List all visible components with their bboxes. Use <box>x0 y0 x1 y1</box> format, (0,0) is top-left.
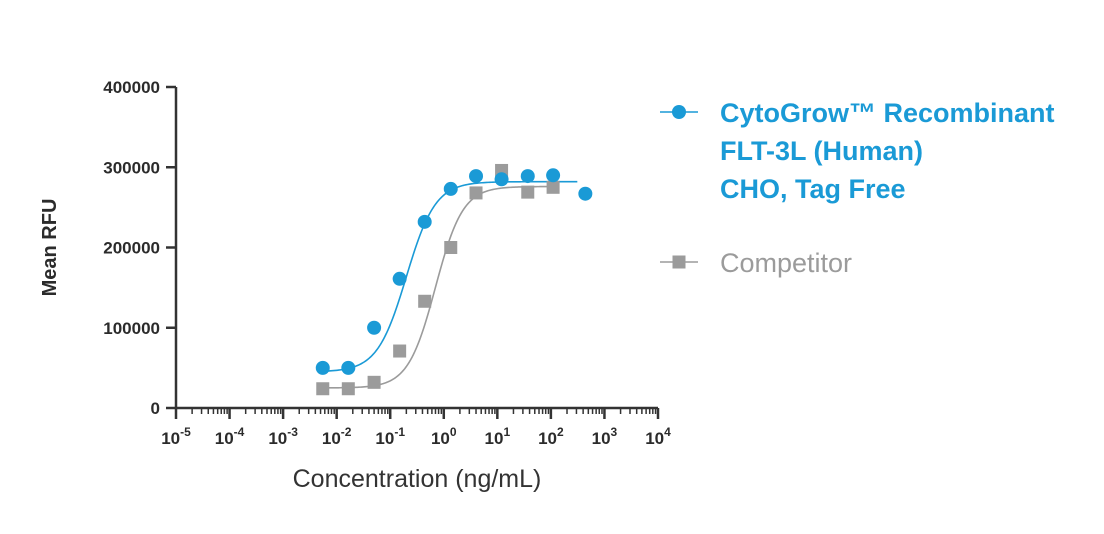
fit-curve-cytogrow <box>322 180 578 373</box>
data-point-cytogrow <box>341 360 356 375</box>
x-tick-label: 104 <box>645 425 671 448</box>
y-tick-label: 0 <box>151 399 160 418</box>
legend-marker-competitor <box>672 255 686 269</box>
data-point-cytogrow <box>315 360 330 375</box>
x-tick-label: 10-5 <box>161 425 191 448</box>
x-tick-exponent: -2 <box>341 425 352 439</box>
y-tick-label: 300000 <box>103 158 160 177</box>
x-tick-label: 102 <box>538 425 564 448</box>
x-tick-label: 100 <box>431 425 457 448</box>
data-points <box>315 163 593 396</box>
x-tick-exponent: -4 <box>234 425 245 439</box>
x-tick-exponent: 1 <box>503 425 510 439</box>
legend-label-cytogrow: FLT-3L (Human) <box>720 136 923 166</box>
x-tick-base: 10 <box>431 429 450 448</box>
x-tick-label: 10-4 <box>215 425 245 448</box>
x-tick-base: 10 <box>322 429 341 448</box>
data-point-cytogrow <box>469 169 484 184</box>
data-point-competitor <box>546 180 560 194</box>
x-tick-base: 10 <box>538 429 557 448</box>
data-point-cytogrow <box>443 181 458 196</box>
x-tick-exponent: -3 <box>287 425 298 439</box>
data-point-competitor <box>521 185 535 199</box>
x-tick-label: 103 <box>592 425 618 448</box>
x-tick-base: 10 <box>645 429 664 448</box>
x-tick-label: 101 <box>485 425 511 448</box>
x-tick-base: 10 <box>375 429 394 448</box>
data-point-cytogrow <box>546 168 561 183</box>
x-tick-exponent: -5 <box>180 425 191 439</box>
y-tick-label: 100000 <box>103 319 160 338</box>
data-point-competitor <box>316 382 330 396</box>
fit-curve-competitor <box>322 185 554 389</box>
y-tick-label: 200000 <box>103 239 160 258</box>
x-tick-base: 10 <box>268 429 287 448</box>
data-point-cytogrow <box>494 172 509 187</box>
legend-marker-cytogrow <box>672 105 686 119</box>
y-tick-label: 400000 <box>103 78 160 97</box>
legend-label-cytogrow: CytoGrow™ Recombinant <box>720 98 1055 128</box>
data-point-cytogrow <box>392 271 407 286</box>
x-tick-base: 10 <box>485 429 504 448</box>
x-tick-base: 10 <box>161 429 180 448</box>
legend-label-cytogrow: CHO, Tag Free <box>720 174 906 204</box>
data-point-cytogrow <box>417 214 432 229</box>
data-point-cytogrow <box>520 169 535 184</box>
data-point-cytogrow <box>578 186 593 201</box>
x-tick-exponent: 0 <box>450 425 457 439</box>
data-point-competitor <box>418 294 432 308</box>
data-point-competitor <box>341 382 355 396</box>
x-tick-exponent: 2 <box>557 425 564 439</box>
x-tick-base: 10 <box>592 429 611 448</box>
x-tick-label: 10-3 <box>268 425 298 448</box>
data-point-competitor <box>469 186 483 200</box>
data-point-competitor <box>444 241 458 254</box>
x-tick-base: 10 <box>215 429 234 448</box>
x-tick-label: 10-2 <box>322 425 352 448</box>
data-point-cytogrow <box>367 320 382 335</box>
x-axis-title: Concentration (ng/mL) <box>293 465 542 493</box>
data-point-competitor <box>367 375 381 389</box>
legend: CytoGrow™ Recombinant FLT-3L (Human) CHO, … <box>660 98 1055 278</box>
y-axis-title: Mean RFU <box>39 199 61 297</box>
x-tick-exponent: -1 <box>394 425 405 439</box>
legend-label-competitor: Competitor <box>720 248 852 278</box>
x-tick-exponent: 3 <box>611 425 618 439</box>
fit-curves <box>322 180 578 389</box>
data-point-competitor <box>393 344 407 358</box>
x-tick-exponent: 4 <box>664 425 671 439</box>
x-tick-label: 10-1 <box>375 425 405 448</box>
